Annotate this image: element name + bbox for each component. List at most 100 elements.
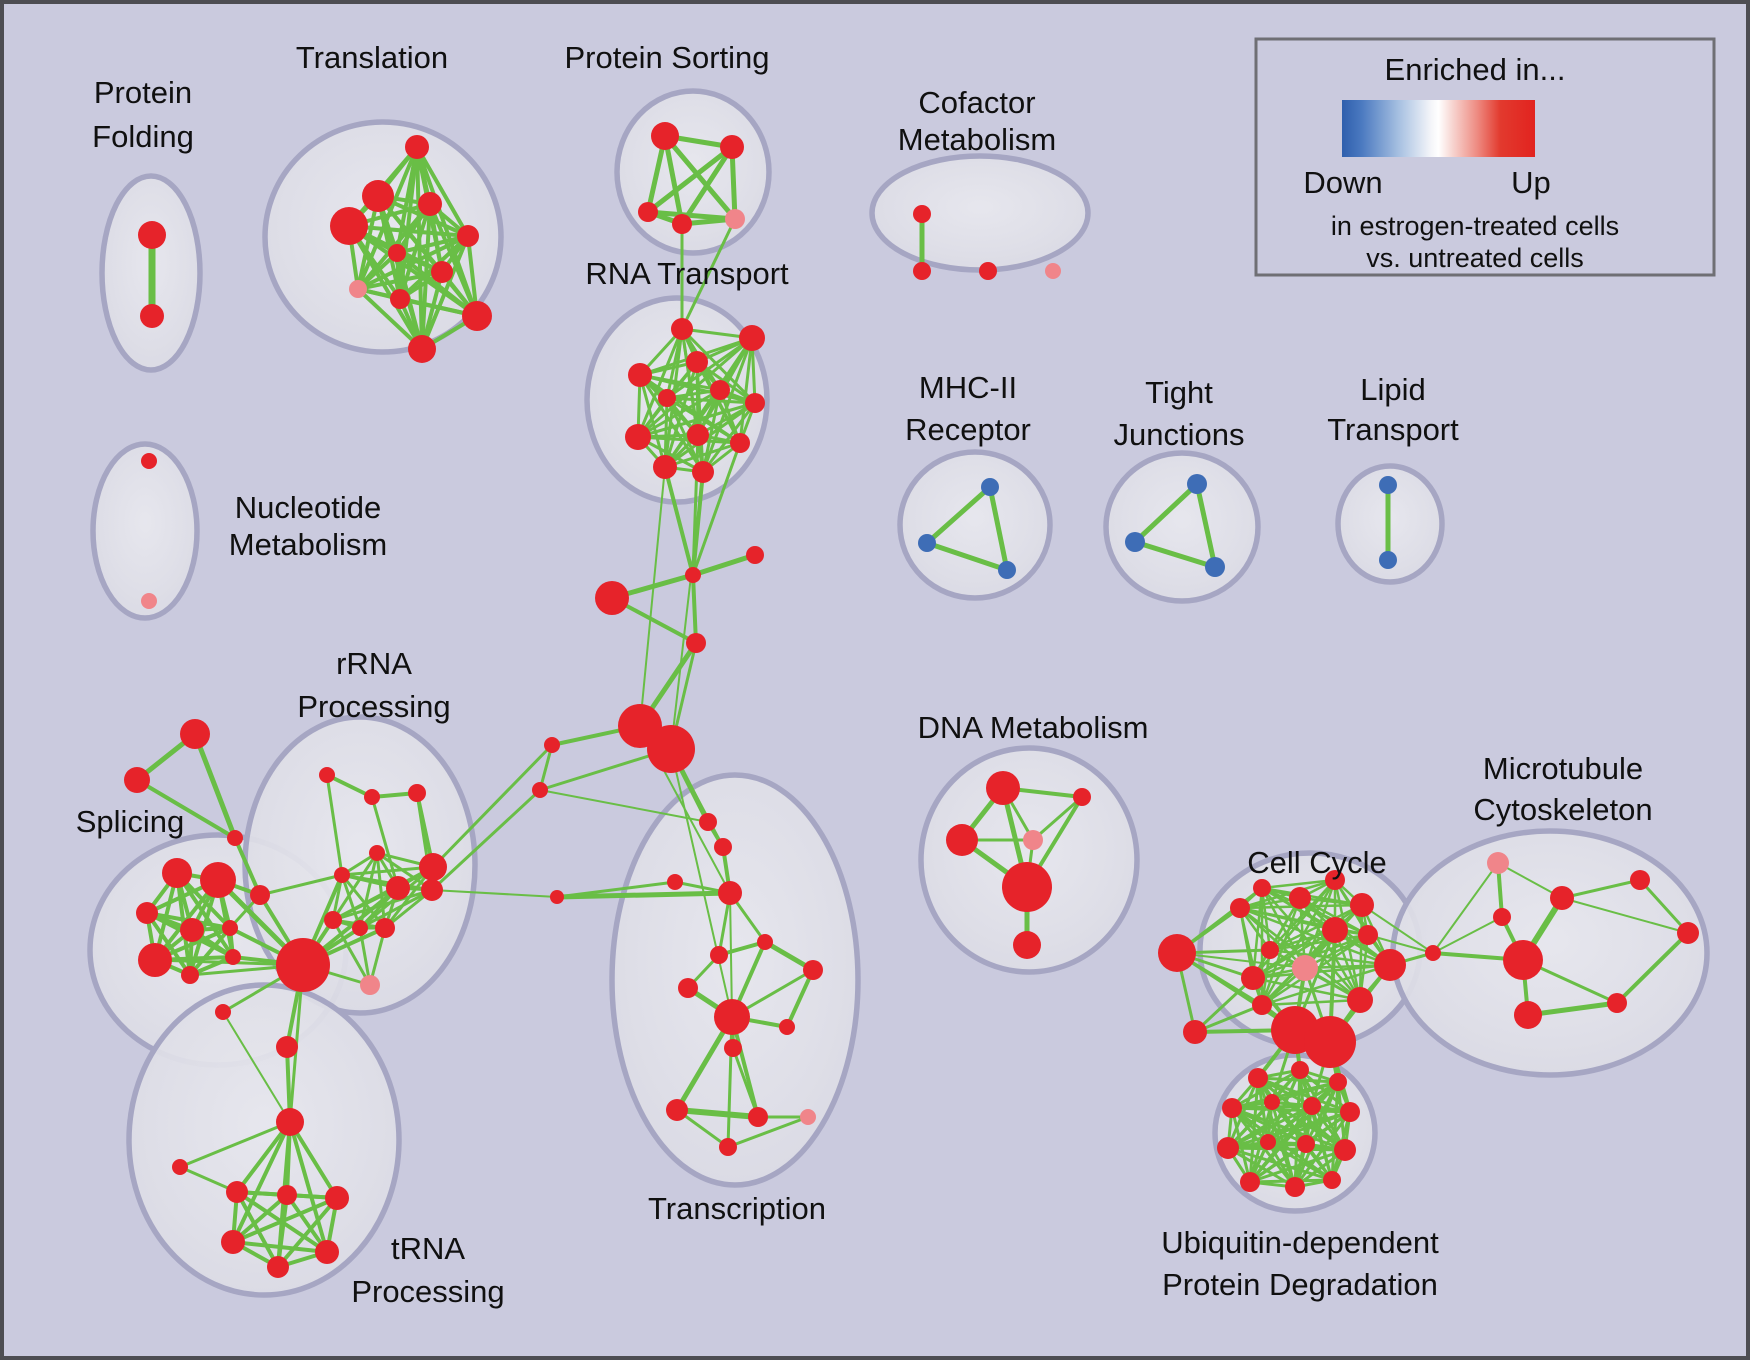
cluster-label: Cytoskeleton <box>1473 792 1652 827</box>
edge-TR10-TR11 <box>785 968 815 1029</box>
edge-tH-t1 <box>235 1120 292 1194</box>
edge-T4-T5 <box>347 224 470 238</box>
edge-RT12-HB <box>670 471 704 750</box>
node-tH <box>276 1108 304 1136</box>
edge-RT7-RT12 <box>701 401 757 474</box>
node-RT11 <box>653 455 677 479</box>
node-R13 <box>276 1036 298 1058</box>
cluster-label: MHC-II <box>919 370 1017 405</box>
node-U14 <box>1323 1171 1341 1189</box>
edge-R2-R7 <box>370 795 400 890</box>
node-RT9 <box>687 424 709 446</box>
node-U6 <box>1303 1097 1321 1115</box>
edge-M5-M6 <box>1525 1000 1620 1018</box>
node-M7 <box>1630 870 1650 890</box>
node-PF2 <box>140 304 164 328</box>
edge-TR16-TR9 <box>726 1015 734 1149</box>
node-S1 <box>162 858 192 888</box>
node-R2 <box>364 789 380 805</box>
node-RT10 <box>730 433 750 453</box>
node-R10 <box>352 920 368 936</box>
edge-U10-U12 <box>1248 1142 1308 1184</box>
edge-L2-R8 <box>430 788 542 892</box>
node-C2 <box>746 546 764 564</box>
edge-L2-TR1 <box>539 789 709 823</box>
edge-CC5-CN <box>1361 904 1434 954</box>
edge-CC6-CN <box>1367 934 1434 954</box>
edge-S3-S7 <box>145 911 192 977</box>
node-R4 <box>334 867 350 883</box>
edge-CC11-CC14 <box>1260 998 1362 1007</box>
node-S3 <box>136 902 158 924</box>
node-D6 <box>1013 931 1041 959</box>
node-TR6 <box>710 946 728 964</box>
node-CF4 <box>1045 263 1061 279</box>
cluster-label: RNA Transport <box>585 256 789 291</box>
node-U2 <box>1291 1061 1309 1079</box>
edge-U9-U14 <box>1266 1140 1334 1182</box>
node-TR8 <box>678 978 698 998</box>
edge-T8-T11 <box>356 287 424 351</box>
cluster-ellipse-cofactor-metabolism <box>869 153 1091 273</box>
node-D4 <box>1023 830 1043 850</box>
node-CC14 <box>1347 987 1373 1013</box>
edge-RT1-RT8 <box>636 327 684 439</box>
cluster-label: DNA Metabolism <box>918 710 1149 745</box>
cluster-label: Folding <box>92 119 194 154</box>
node-TR3 <box>667 874 683 890</box>
edge-t3-t4 <box>231 1196 339 1244</box>
legend-up-label: Up <box>1511 165 1551 200</box>
edge-T5-T8 <box>356 234 470 291</box>
edge-U3-U5 <box>1270 1080 1340 1104</box>
edge-PS2-PS5 <box>729 144 738 222</box>
node-HB <box>647 725 695 773</box>
node-M1 <box>1487 852 1509 874</box>
legend-caption-line2: vs. untreated cells <box>1366 243 1584 273</box>
node-S7 <box>181 966 199 984</box>
node-R5 <box>369 845 385 861</box>
node-B8 <box>1379 551 1397 569</box>
cluster-label: Metabolism <box>898 122 1057 157</box>
node-R8 <box>421 879 443 901</box>
node-RT4 <box>628 363 652 387</box>
edge-U2-U4 <box>1230 1068 1302 1110</box>
edge-C1-C4 <box>691 573 698 645</box>
edge-R1-R2 <box>325 773 374 799</box>
edge-T5-T6 <box>395 234 470 255</box>
node-RT12 <box>692 461 714 483</box>
edge-B1-B3 <box>987 484 1010 573</box>
node-t6 <box>267 1256 289 1278</box>
edge-U6-U8 <box>1226 1104 1314 1150</box>
edge-CC11-CC15 <box>1260 963 1392 1007</box>
node-R12 <box>360 975 380 995</box>
edge-TR5-R8 <box>431 889 558 898</box>
edge-U8-U11 <box>1226 1146 1347 1152</box>
node-TR9 <box>714 999 750 1035</box>
node-U4 <box>1222 1098 1242 1118</box>
node-t1 <box>226 1181 248 1203</box>
cluster-label: Receptor <box>905 412 1031 447</box>
edge-S9-R4 <box>258 873 344 897</box>
cluster-label: Metabolism <box>229 527 388 562</box>
cluster-label: Transport <box>1327 412 1459 447</box>
node-CC1 <box>1230 898 1250 918</box>
node-CCb <box>1304 1016 1356 1068</box>
cluster-label: Cell Cycle <box>1247 845 1387 880</box>
node-S4 <box>180 918 204 942</box>
node-TR7 <box>757 934 773 950</box>
edge-tH-t4 <box>231 1120 292 1244</box>
node-T6 <box>388 244 406 262</box>
node-CC11 <box>1252 995 1272 1015</box>
cluster-label: Cofactor <box>918 85 1035 120</box>
node-t0 <box>215 1004 231 1020</box>
edge-U7-U9 <box>1266 1110 1352 1144</box>
edge-X2-X3 <box>135 778 237 840</box>
node-CC6 <box>1358 925 1378 945</box>
node-RT8 <box>625 424 651 450</box>
node-T9 <box>390 289 410 309</box>
node-TR12 <box>724 1039 742 1057</box>
node-CCL <box>1158 934 1196 972</box>
edge-TR4-TR9 <box>729 892 733 1018</box>
node-tS <box>172 1159 188 1175</box>
edge-RT10-C1 <box>691 441 742 577</box>
